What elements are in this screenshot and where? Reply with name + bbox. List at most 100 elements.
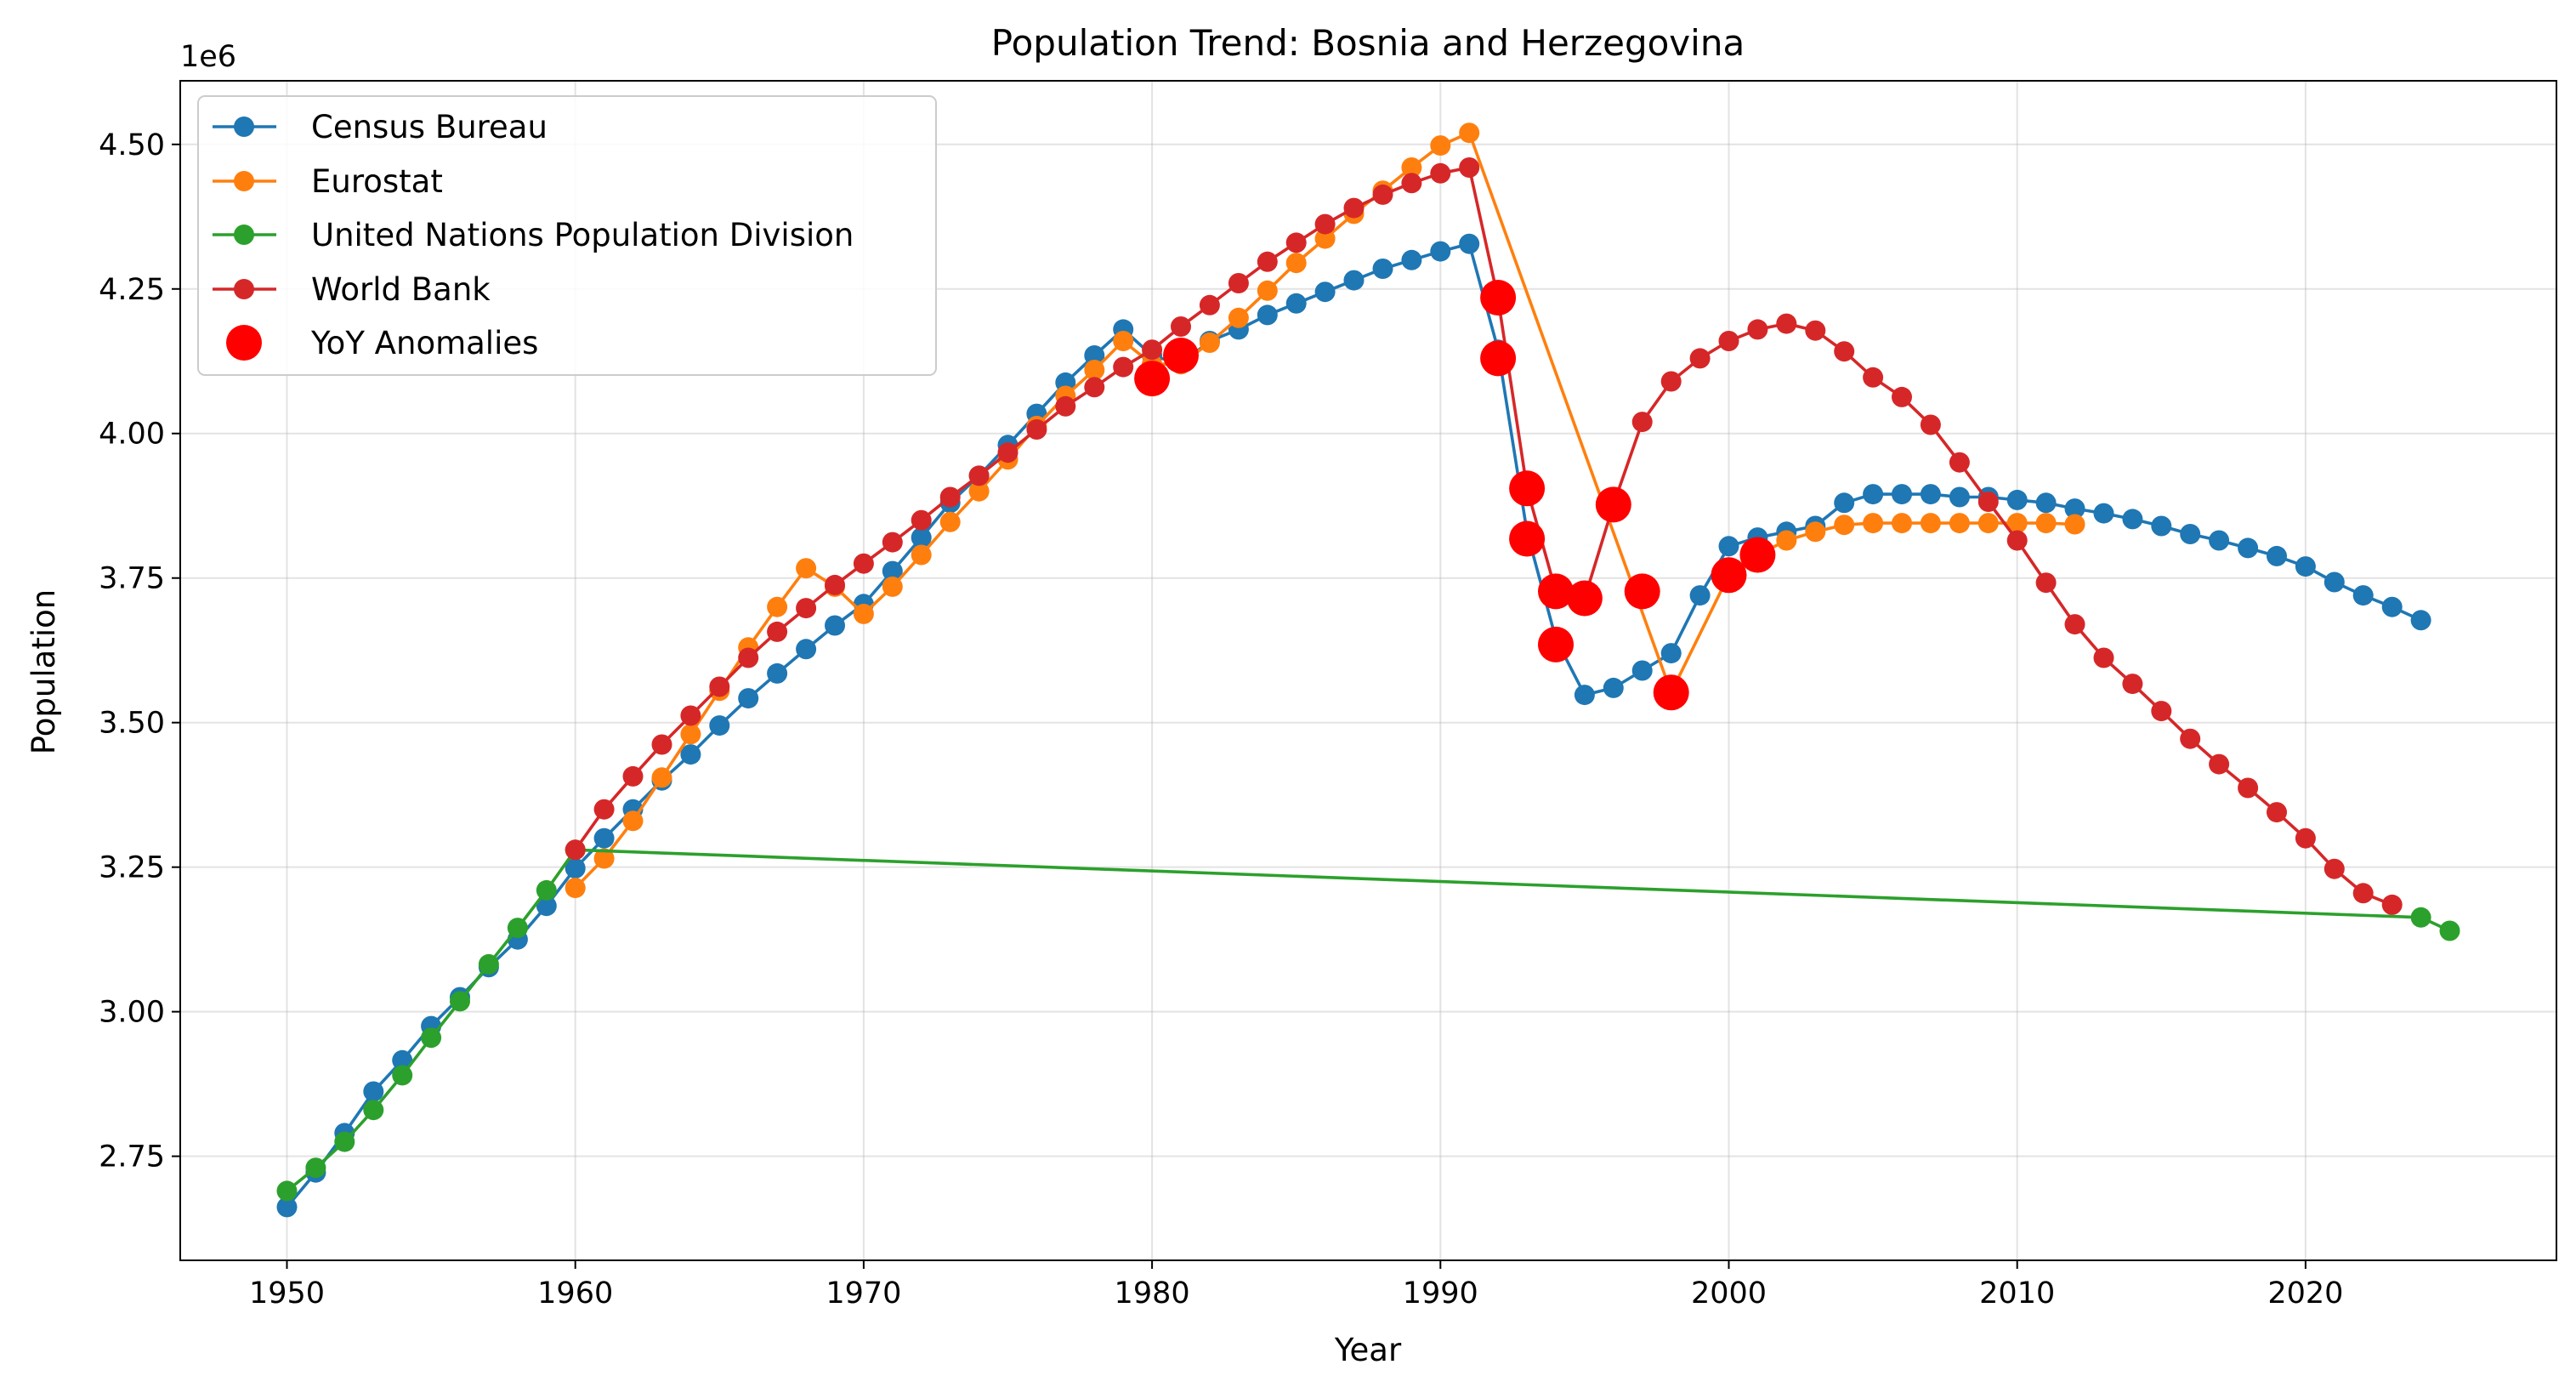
x-tick-label: 1980 xyxy=(1115,1276,1190,1311)
data-point xyxy=(1314,213,1336,235)
anomaly-marker xyxy=(1509,470,1546,507)
data-point xyxy=(1892,386,1912,407)
data-point xyxy=(1863,513,1884,534)
series-world-bank xyxy=(565,157,2403,915)
data-point xyxy=(2381,596,2403,617)
data-point xyxy=(2295,827,2316,849)
data-point xyxy=(882,576,903,597)
data-point xyxy=(392,1049,413,1071)
anomaly-layer xyxy=(1134,280,1776,711)
x-tick-label: 2010 xyxy=(1979,1276,2055,1311)
data-point xyxy=(796,598,817,619)
tick-layer: 1950 1960 1970 1980 1990 2000 2010 2020 2.75 3.00… xyxy=(99,128,2343,1311)
data-point xyxy=(2439,920,2460,941)
data-point xyxy=(2093,503,2114,524)
data-point xyxy=(1459,122,1480,144)
data-point xyxy=(939,486,961,508)
legend-entry-world-bank: World Bank xyxy=(213,271,491,308)
data-point xyxy=(2122,674,2143,695)
data-point xyxy=(1084,360,1105,380)
y-tick-label: 2.75 xyxy=(99,1140,165,1174)
plot-frame xyxy=(179,80,2557,1261)
data-point xyxy=(882,560,903,582)
data-point xyxy=(767,662,788,684)
data-point xyxy=(1343,270,1365,291)
data-point xyxy=(1689,585,1711,606)
data-point xyxy=(1084,345,1105,366)
data-point xyxy=(2324,858,2345,879)
data-point xyxy=(796,639,817,660)
legend-marker-swatch xyxy=(234,225,254,245)
data-point xyxy=(825,574,845,595)
data-point xyxy=(2151,701,2172,722)
data-point xyxy=(565,858,586,878)
data-point xyxy=(651,734,672,755)
data-point xyxy=(1372,184,1393,205)
data-point xyxy=(2122,509,2143,530)
data-point xyxy=(680,705,701,726)
data-point xyxy=(1776,530,1797,551)
data-point xyxy=(2267,802,2287,823)
data-point xyxy=(968,465,990,486)
anomaly-marker xyxy=(1538,573,1574,610)
data-point xyxy=(1805,521,1826,543)
data-point xyxy=(2180,728,2201,749)
data-point xyxy=(305,1157,326,1179)
legend-marker-swatch xyxy=(226,325,262,361)
data-point xyxy=(1199,333,1220,353)
x-tick-label: 1990 xyxy=(1403,1276,1478,1311)
data-point xyxy=(1920,513,1941,534)
data-point xyxy=(593,799,615,820)
data-point xyxy=(1892,484,1912,505)
data-point xyxy=(2209,753,2230,775)
data-point xyxy=(1718,536,1739,557)
data-point xyxy=(1430,162,1451,184)
legend-entry-census-bureau: Census Bureau xyxy=(213,109,548,145)
data-point xyxy=(622,810,644,832)
data-point xyxy=(968,480,990,502)
data-point xyxy=(1401,157,1422,178)
data-point xyxy=(1084,377,1105,398)
data-point xyxy=(1631,412,1653,433)
data-point xyxy=(363,1100,384,1121)
data-point xyxy=(1689,348,1711,369)
anomaly-marker xyxy=(1134,361,1171,397)
x-tick-label: 1970 xyxy=(826,1276,901,1311)
data-point xyxy=(276,1180,298,1202)
data-point xyxy=(1805,320,1826,341)
data-point xyxy=(2238,537,2259,559)
x-tick-label: 2000 xyxy=(1691,1276,1767,1311)
data-point xyxy=(478,953,499,975)
y-tick-label: 4.00 xyxy=(99,418,165,452)
series-line xyxy=(574,166,2393,907)
legend-label: YoY Anomalies xyxy=(310,325,538,361)
data-point xyxy=(853,553,874,574)
data-point xyxy=(680,744,701,765)
y-tick-label: 3.00 xyxy=(99,996,165,1030)
data-point xyxy=(1314,281,1336,303)
data-point xyxy=(536,879,557,901)
data-point xyxy=(1228,273,1249,293)
data-point xyxy=(2035,513,2057,534)
anomaly-marker xyxy=(1163,338,1199,373)
data-point xyxy=(421,1027,442,1049)
anomaly-marker xyxy=(1711,557,1747,594)
anomaly-marker xyxy=(1739,537,1776,573)
data-point xyxy=(1113,356,1134,378)
data-point xyxy=(1892,513,1912,534)
data-point xyxy=(1863,484,1884,505)
data-point xyxy=(2064,614,2085,635)
data-point xyxy=(1660,643,1682,664)
data-point xyxy=(1171,316,1191,337)
data-point xyxy=(709,715,730,736)
data-point xyxy=(2064,498,2085,520)
anomaly-marker xyxy=(1624,573,1660,610)
data-point xyxy=(2006,530,2028,551)
data-point xyxy=(825,615,845,636)
data-point xyxy=(1977,492,1999,512)
data-point xyxy=(1055,395,1076,417)
legend-marker-swatch xyxy=(234,279,254,299)
data-point xyxy=(622,765,644,787)
data-point xyxy=(2352,883,2374,904)
